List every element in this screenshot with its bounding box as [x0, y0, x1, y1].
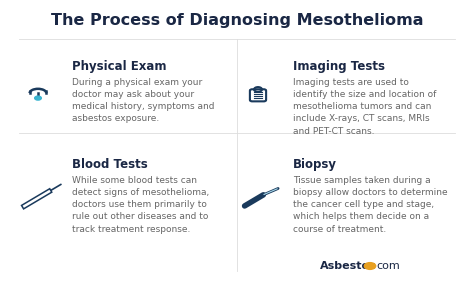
- Text: The Process of Diagnosing Mesothelioma: The Process of Diagnosing Mesothelioma: [51, 13, 423, 28]
- Text: Imaging Tests: Imaging Tests: [293, 60, 385, 73]
- Circle shape: [365, 263, 376, 269]
- Text: Asbestos: Asbestos: [320, 261, 377, 271]
- Text: Physical Exam: Physical Exam: [72, 60, 166, 73]
- Text: While some blood tests can
detect signs of mesothelioma,
doctors use them primar: While some blood tests can detect signs …: [72, 176, 209, 234]
- Text: Biopsy: Biopsy: [293, 158, 337, 171]
- Text: Tissue samples taken during a
biopsy allow doctors to determine
the cancer cell : Tissue samples taken during a biopsy all…: [293, 176, 447, 234]
- Text: During a physical exam your
doctor may ask about your
medical history, symptoms : During a physical exam your doctor may a…: [72, 78, 215, 123]
- Circle shape: [35, 96, 41, 100]
- Text: Blood Tests: Blood Tests: [72, 158, 148, 171]
- Text: com: com: [376, 261, 400, 271]
- Text: Imaging tests are used to
identify the size and location of
mesothelioma tumors : Imaging tests are used to identify the s…: [293, 78, 437, 136]
